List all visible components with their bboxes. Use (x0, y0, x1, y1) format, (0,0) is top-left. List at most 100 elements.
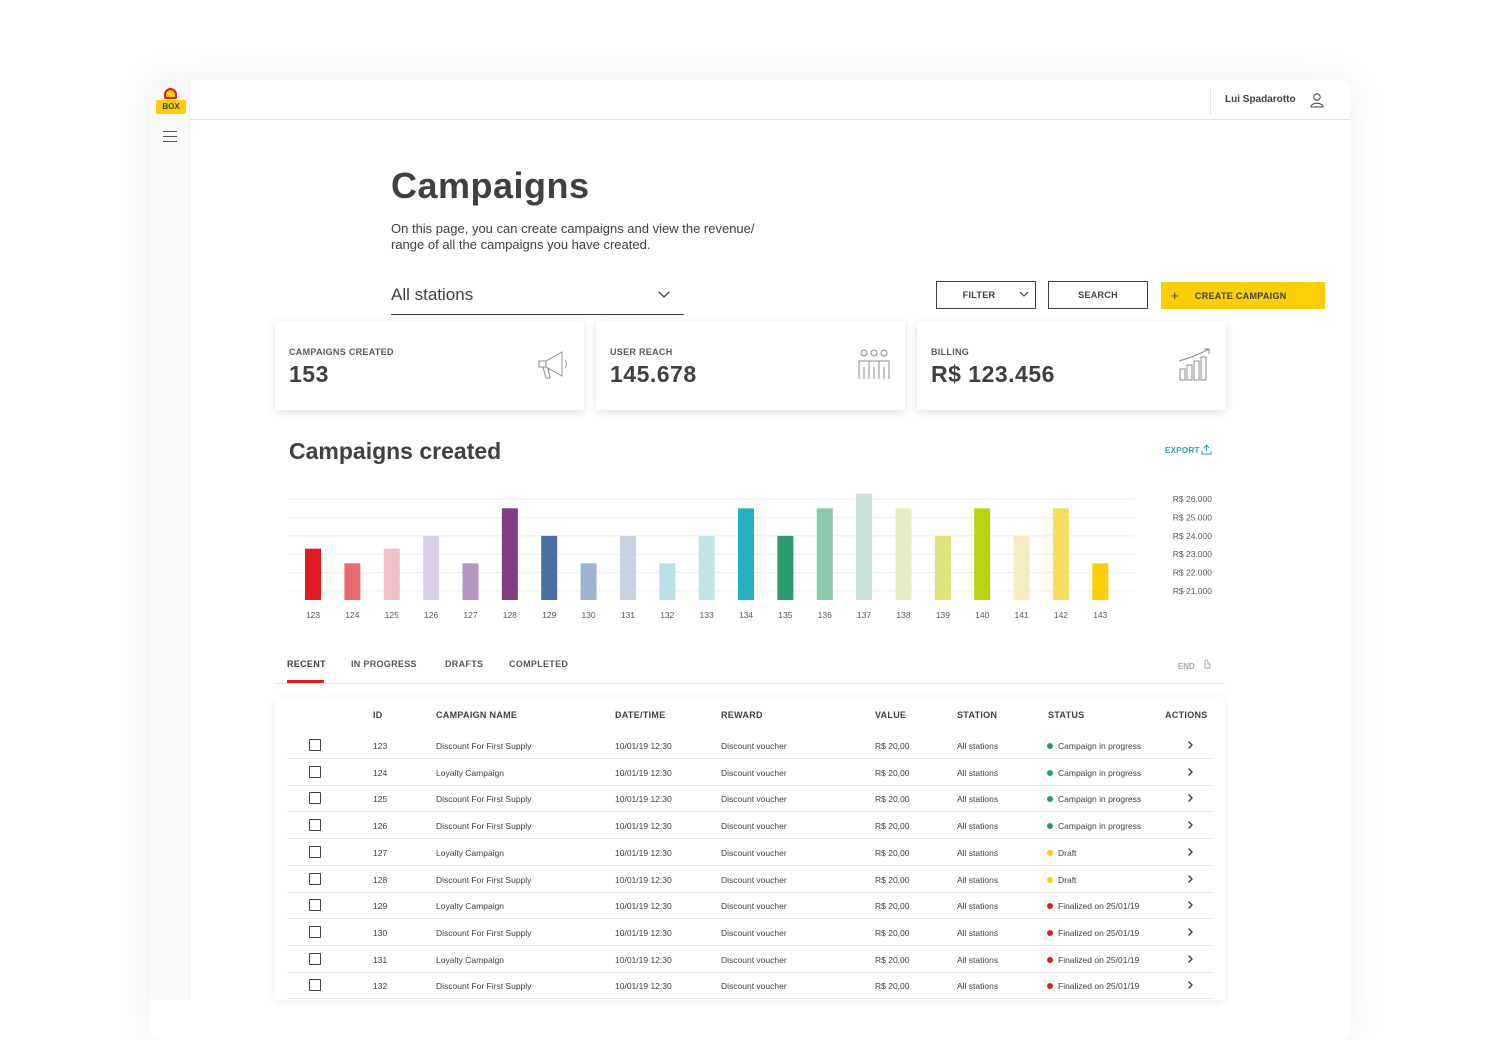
bar[interactable] (934, 535, 951, 600)
end-button[interactable]: END (1178, 659, 1211, 671)
chevron-right-icon[interactable] (1187, 793, 1194, 803)
table-row[interactable]: 124 Loyalty Campaign 10/01/19 12:30 Discoun… (287, 759, 1213, 786)
bar[interactable] (738, 508, 755, 600)
bar[interactable] (816, 508, 833, 600)
bar[interactable] (383, 548, 400, 600)
bar[interactable] (777, 535, 794, 600)
cell-reward: Discount voucher (721, 954, 787, 965)
row-checkbox[interactable] (309, 925, 321, 938)
table-row[interactable]: 125 Discount For First Supply 10/01/19 12:… (287, 785, 1213, 813)
y-tick-label: R$ 22.000 (1173, 568, 1212, 578)
bar[interactable] (659, 563, 676, 600)
user-name[interactable]: Lui Spadarotto (1225, 94, 1296, 105)
chevron-right-icon[interactable] (1187, 874, 1194, 884)
cell-date-time: 10/01/19 12:30 (615, 874, 672, 885)
bar[interactable] (423, 535, 440, 600)
user-icon[interactable] (1309, 92, 1325, 108)
row-checkbox[interactable] (309, 819, 321, 832)
row-checkbox[interactable] (309, 792, 321, 805)
row-checkbox[interactable] (309, 952, 321, 965)
bar[interactable] (698, 535, 715, 600)
cell-id: 131 (373, 954, 388, 965)
table-row[interactable]: 130 Discount For First Supply 10/01/19 12:… (287, 919, 1213, 946)
chevron-right-icon[interactable] (1187, 900, 1194, 910)
table-row[interactable]: 129 Loyalty Campaign 10/01/19 12:30 Discoun… (287, 892, 1213, 920)
export-icon[interactable] (1201, 444, 1212, 455)
export-button[interactable]: EXPORT (1165, 446, 1200, 455)
tab-recent[interactable]: RECENT (287, 659, 326, 669)
cell-reward: Discount voucher (721, 794, 787, 805)
x-tick-label: 125 (385, 610, 399, 620)
tab-drafts[interactable]: DRAFTS (445, 659, 484, 669)
row-checkbox[interactable] (309, 739, 321, 751)
column-header-reward[interactable]: REWARD (721, 710, 763, 720)
filter-button-label: FILTER (962, 290, 996, 300)
cell-date-time: 10/01/19 12:30 (615, 847, 672, 858)
table-row[interactable]: 131 Loyalty Campaign 10/01/19 12:30 Discoun… (287, 946, 1213, 973)
table-row[interactable]: 132 Discount For First Supply 10/01/19 12:… (287, 972, 1213, 1000)
x-tick-label: 127 (463, 610, 477, 620)
table-row[interactable]: 123 Discount For First Supply 10/01/19 12:… (287, 732, 1213, 759)
station-select[interactable]: All stations (391, 280, 684, 315)
chevron-right-icon[interactable] (1187, 980, 1194, 990)
cell-status: Finalized on 25/01/19 (1047, 928, 1139, 938)
cell-value: R$ 20,00 (875, 741, 910, 751)
shell-box-logo[interactable]: BOX (156, 86, 186, 116)
bar[interactable] (501, 508, 518, 600)
bar[interactable] (580, 563, 597, 600)
status-text: Finalized on 25/01/19 (1058, 927, 1140, 938)
column-header-date-time[interactable]: DATE/TIME (615, 710, 666, 720)
bar[interactable] (1013, 535, 1030, 600)
column-header-station[interactable]: STATION (957, 710, 998, 720)
chevron-right-icon[interactable] (1187, 740, 1194, 750)
row-checkbox[interactable] (309, 899, 321, 912)
cell-reward: Discount voucher (721, 874, 787, 885)
cell-id: 123 (373, 741, 388, 751)
chevron-right-icon[interactable] (1187, 954, 1194, 964)
column-header-campaign-name[interactable]: CAMPAIGN NAME (436, 710, 518, 720)
row-checkbox[interactable] (309, 872, 321, 885)
cell-id: 124 (373, 767, 388, 778)
card-value: 153 (289, 361, 329, 387)
table-row[interactable]: 126 Discount For First Supply 10/01/19 12:… (287, 812, 1213, 840)
x-tick-label: 133 (700, 610, 714, 620)
y-tick-label: R$ 24.000 (1173, 531, 1212, 541)
bar[interactable] (344, 563, 361, 600)
cell-value: R$ 20,00 (875, 901, 910, 912)
column-header-id[interactable]: ID (373, 710, 383, 720)
cell-status: Campaign in progress (1047, 794, 1141, 804)
chevron-right-icon[interactable] (1187, 847, 1194, 857)
bar[interactable] (974, 508, 991, 600)
table-row[interactable]: 127 Loyalty Campaign 10/01/19 12:30 Discoun… (287, 839, 1213, 866)
menu-icon[interactable] (163, 131, 177, 142)
filter-button[interactable]: FILTER (936, 281, 1036, 309)
cell-date-time: 10/01/19 12:30 (615, 901, 672, 912)
bar[interactable] (541, 535, 558, 600)
create-campaign-button[interactable]: + CREATE CAMPAIGN (1161, 282, 1325, 309)
cell-station: All stations (957, 901, 999, 912)
tab-completed[interactable]: COMPLETED (509, 659, 569, 669)
search-button[interactable]: SEARCH (1048, 281, 1148, 309)
chevron-right-icon[interactable] (1187, 820, 1194, 830)
chevron-right-icon[interactable] (1187, 767, 1194, 777)
logo-text: BOX (156, 100, 186, 114)
bar[interactable] (462, 563, 479, 600)
row-checkbox[interactable] (309, 845, 321, 858)
bar[interactable] (1052, 508, 1069, 600)
column-header-value[interactable]: VALUE (875, 710, 907, 720)
table-row[interactable]: 128 Discount For First Supply 10/01/19 12:… (287, 866, 1213, 893)
bar[interactable] (895, 508, 912, 600)
bar[interactable] (856, 493, 873, 600)
bar[interactable] (619, 535, 636, 600)
column-header-status[interactable]: STATUS (1048, 710, 1085, 720)
row-checkbox[interactable] (309, 765, 321, 778)
bar[interactable] (305, 548, 321, 600)
status-text: Draft (1058, 847, 1077, 858)
cell-id: 132 (373, 981, 388, 992)
cell-id: 130 (373, 927, 388, 938)
chevron-right-icon[interactable] (1187, 927, 1194, 937)
tab-in-progress[interactable]: IN PROGRESS (351, 659, 417, 669)
bar[interactable] (1092, 563, 1109, 600)
cell-status: Campaign in progress (1047, 768, 1141, 778)
row-checkbox[interactable] (309, 979, 321, 992)
